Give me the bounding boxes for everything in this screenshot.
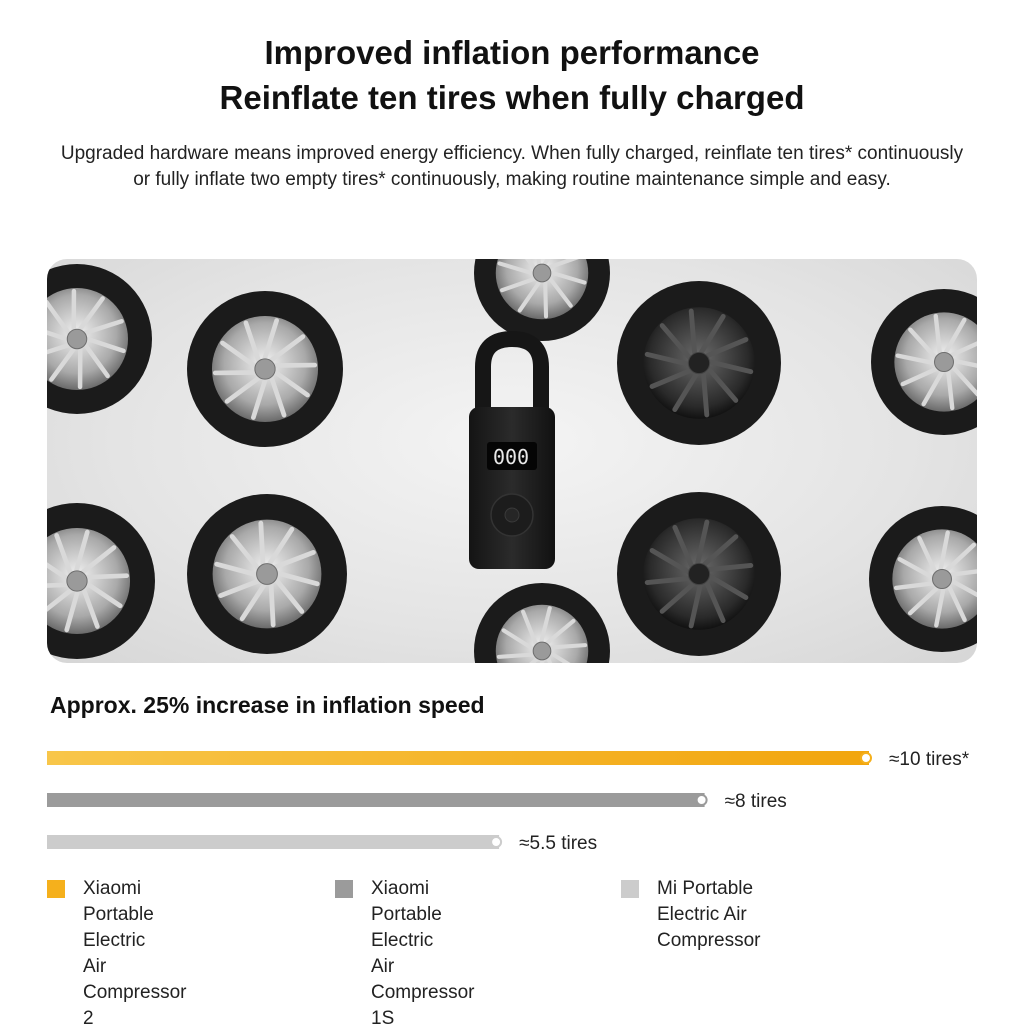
pump-display-readout: 000 bbox=[493, 445, 529, 469]
air-compressor-icon: 000 bbox=[469, 339, 555, 569]
tires-and-compressor-illustration: 000 bbox=[47, 259, 977, 663]
page-title: Improved inflation performance Reinflate… bbox=[0, 30, 1024, 120]
tire-icon bbox=[187, 494, 347, 654]
bar-value-label: ≈10 tires* bbox=[889, 749, 970, 770]
bar-1 bbox=[47, 751, 869, 765]
subtitle-line-2: or fully inflate two empty tires* contin… bbox=[20, 167, 1004, 193]
bar-end-marker bbox=[491, 837, 501, 847]
title-line-2: Reinflate ten tires when fully charged bbox=[0, 75, 1024, 120]
chart-legend: Xiaomi Portable Electric Air Compressor … bbox=[47, 876, 987, 936]
tire-icon bbox=[869, 506, 977, 652]
title-line-1: Improved inflation performance bbox=[0, 30, 1024, 75]
chart-title: Approx. 25% increase in inflation speed bbox=[50, 692, 485, 719]
tire-icon bbox=[47, 264, 152, 414]
tire-icon bbox=[474, 583, 610, 663]
tire-icon bbox=[617, 281, 781, 445]
legend-swatch bbox=[47, 880, 65, 898]
tire-icon bbox=[187, 291, 343, 447]
legend-swatch bbox=[621, 880, 639, 898]
bar-3 bbox=[47, 835, 499, 849]
page-subtitle: Upgraded hardware means improved energy … bbox=[20, 141, 1004, 193]
bar-value-label: ≈8 tires bbox=[725, 791, 787, 812]
legend-label: Mi Portable Electric Air Compressor bbox=[657, 876, 760, 954]
bar-2 bbox=[47, 793, 705, 807]
legend-label: Xiaomi Portable Electric Air Compressor … bbox=[371, 876, 474, 1032]
hero-image: 000 bbox=[47, 259, 977, 663]
bar-end-marker bbox=[697, 795, 707, 805]
inflation-speed-bar-chart: ≈10 tires* ≈8 tires ≈5.5 tires bbox=[0, 740, 1024, 860]
tire-icon bbox=[871, 289, 977, 435]
tire-icon bbox=[617, 492, 781, 656]
subtitle-line-1: Upgraded hardware means improved energy … bbox=[20, 141, 1004, 167]
tire-icon bbox=[474, 259, 610, 341]
bar-value-label: ≈5.5 tires bbox=[519, 833, 597, 854]
bar-end-marker bbox=[861, 753, 871, 763]
legend-label: Xiaomi Portable Electric Air Compressor … bbox=[83, 876, 186, 1032]
legend-swatch bbox=[335, 880, 353, 898]
tire-icon bbox=[47, 503, 155, 659]
